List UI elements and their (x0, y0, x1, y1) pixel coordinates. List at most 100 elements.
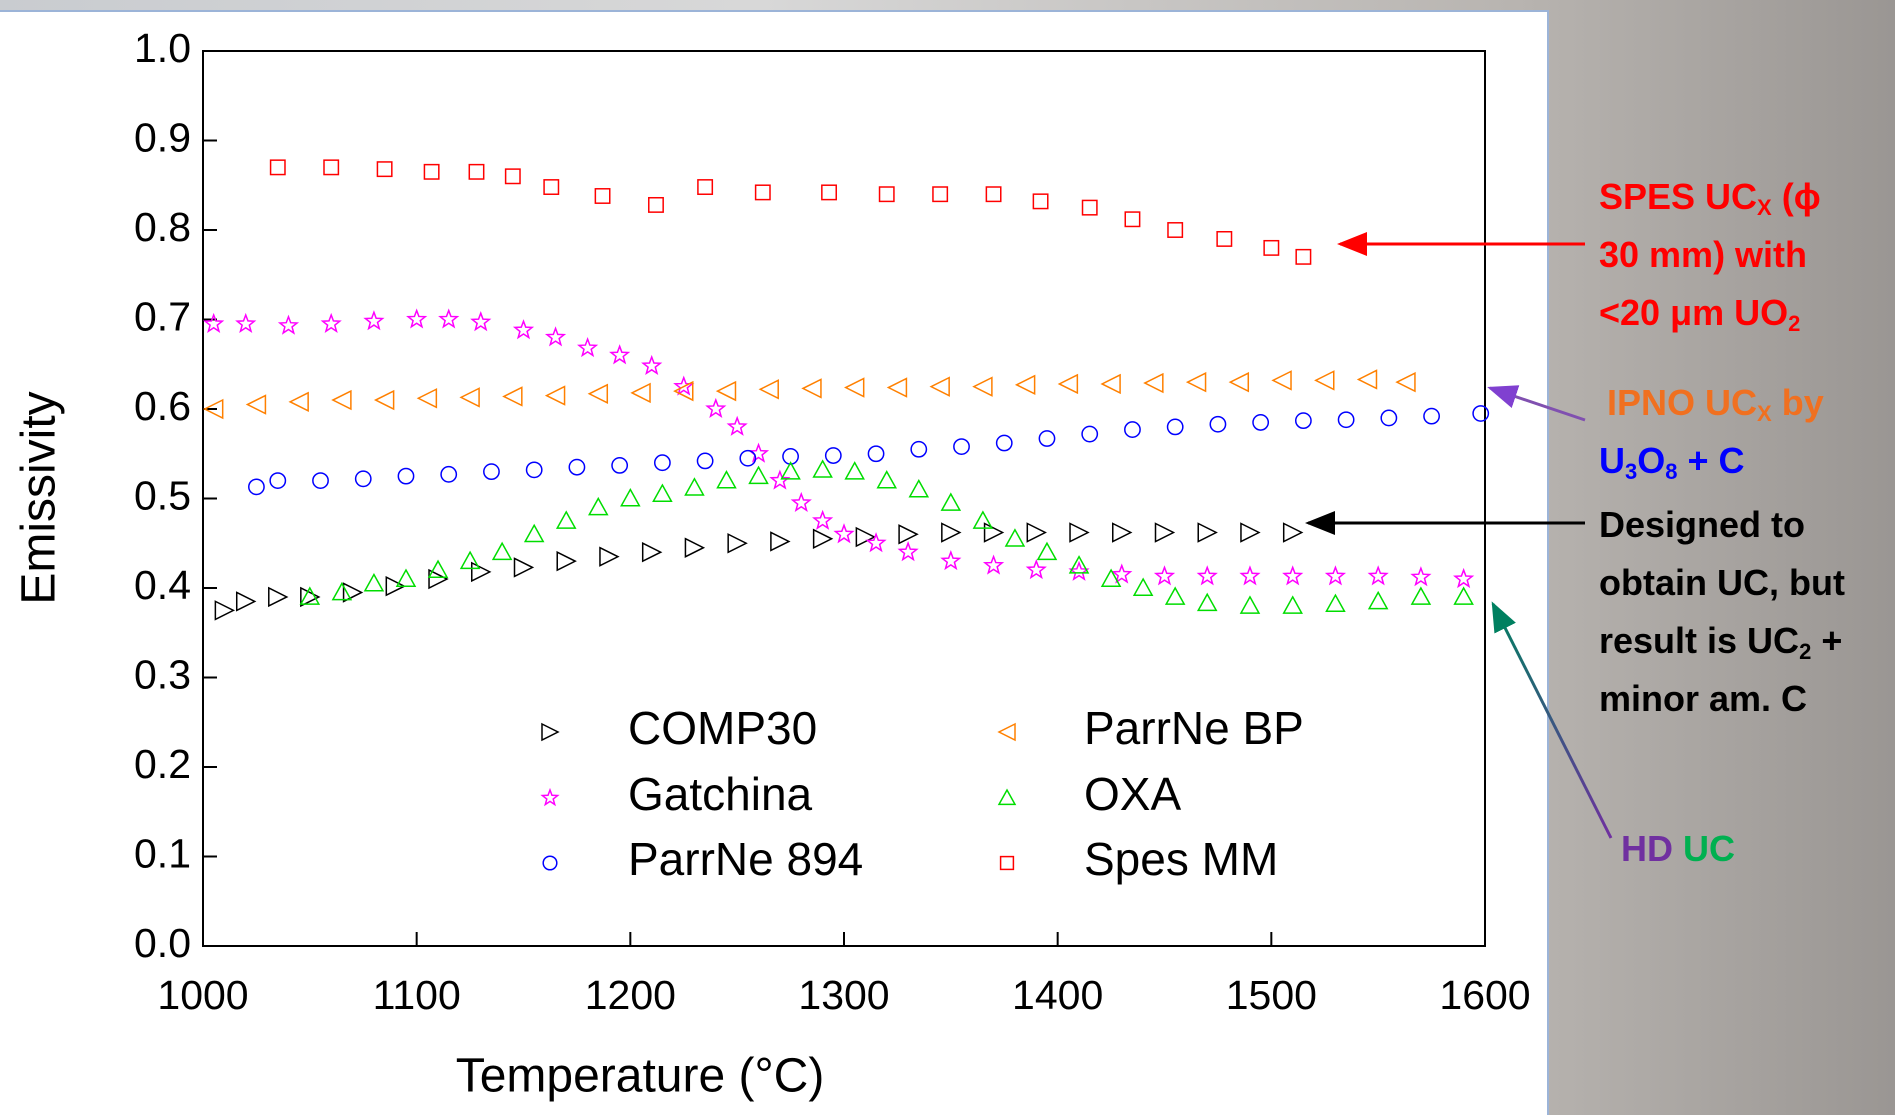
data-point (1453, 567, 1475, 589)
data-point (1164, 586, 1186, 605)
data-point (543, 179, 560, 195)
data-point (696, 452, 714, 470)
data-point (1112, 522, 1133, 543)
data-point (323, 159, 340, 176)
legend-label: ParrNe BP (1084, 702, 1304, 754)
data-point (299, 586, 321, 605)
data-point (1239, 595, 1261, 614)
annotation-text: obtain UC, but (1599, 562, 1845, 603)
data-point (416, 388, 438, 409)
data-point (754, 184, 771, 201)
data-point (342, 582, 364, 603)
data-point (684, 537, 706, 558)
data-point (609, 344, 631, 365)
data-point (320, 312, 342, 333)
data-point (790, 491, 812, 512)
data-point (780, 461, 801, 480)
data-point (1197, 522, 1218, 543)
data-point (726, 415, 748, 436)
data-point (801, 378, 822, 399)
data-point (203, 398, 224, 420)
data-point (594, 188, 611, 204)
data-point (331, 581, 353, 601)
data-point (1014, 374, 1036, 396)
data-point (620, 487, 641, 507)
data-point (373, 389, 395, 411)
annotation-line: U3O8 + C (1599, 432, 1824, 490)
data-point (203, 312, 225, 333)
y-tick-label: 0.4 (134, 562, 191, 608)
legend-label: OXA (1084, 768, 1181, 820)
data-point (363, 310, 385, 331)
data-point (824, 447, 842, 464)
annotation-text: <20 μm UO (1599, 292, 1789, 333)
data-point (513, 557, 535, 578)
y-tick-label: 0.1 (134, 830, 191, 876)
legend-label: Gatchina (628, 768, 813, 820)
data-point (556, 550, 577, 572)
annotation-text: U (1599, 440, 1625, 481)
y-tick-label: 0.8 (134, 204, 191, 250)
data-point (523, 523, 545, 543)
legend-label: ParrNe 894 (628, 833, 863, 885)
data-point (312, 472, 329, 490)
data-point (932, 186, 949, 203)
data-point (940, 550, 962, 571)
data-point (844, 377, 865, 398)
annotation-text: 30 mm) with (1599, 234, 1808, 275)
data-point (1282, 595, 1303, 614)
data-point (1032, 193, 1049, 210)
annotation-line: Designed to (1599, 496, 1845, 554)
data-point (331, 389, 352, 411)
annotation: Designed to obtain UC, but result is UC2 +… (1599, 496, 1845, 728)
data-point (940, 492, 962, 511)
data-point (512, 319, 535, 340)
data-point (878, 186, 895, 203)
x-tick-label: 1200 (585, 972, 676, 1018)
data-point (248, 478, 265, 496)
data-point (1057, 373, 1079, 395)
data-point (1069, 522, 1090, 543)
data-point (910, 440, 928, 458)
annotation-text: UC (1673, 828, 1735, 869)
annotation-text: result is UC (1599, 620, 1800, 661)
data-point (1132, 577, 1154, 596)
data-point (1025, 558, 1047, 580)
data-point (544, 385, 566, 406)
data-point (1124, 211, 1141, 228)
data-point (876, 470, 898, 489)
data-point (1410, 586, 1432, 605)
data-point (758, 379, 779, 400)
data-point (812, 528, 834, 549)
annotation-line: SPES UCX (ϕ (1599, 168, 1821, 226)
data-point (908, 479, 930, 498)
annotation-text: (ϕ (1771, 176, 1821, 217)
data-point (269, 159, 286, 176)
legend-symbol (542, 855, 558, 871)
annotation-text: HD (1621, 828, 1673, 869)
data-point (715, 380, 737, 402)
data-point (953, 438, 970, 455)
data-point (376, 161, 393, 178)
data-point (897, 541, 919, 562)
data-point (599, 546, 620, 567)
data-point (1472, 405, 1490, 422)
data-point (821, 184, 837, 201)
data-point (1356, 369, 1378, 390)
data-point (1185, 371, 1207, 393)
annotation-line: obtain UC, but (1599, 554, 1845, 612)
data-point (648, 196, 664, 213)
data-point (705, 397, 727, 419)
arrow (1487, 385, 1586, 422)
annotation-line: IPNO UCX by (1607, 374, 1824, 432)
data-point (588, 496, 609, 516)
plot-frame (202, 50, 1486, 947)
annotation-text: + C (1677, 440, 1745, 481)
data-point (363, 572, 385, 592)
legend-symbol (997, 788, 1017, 806)
data-point (1410, 566, 1432, 587)
annotation-text: 8 (1665, 459, 1678, 484)
y-tick-label: 0.5 (134, 472, 191, 518)
data-point (468, 163, 485, 180)
